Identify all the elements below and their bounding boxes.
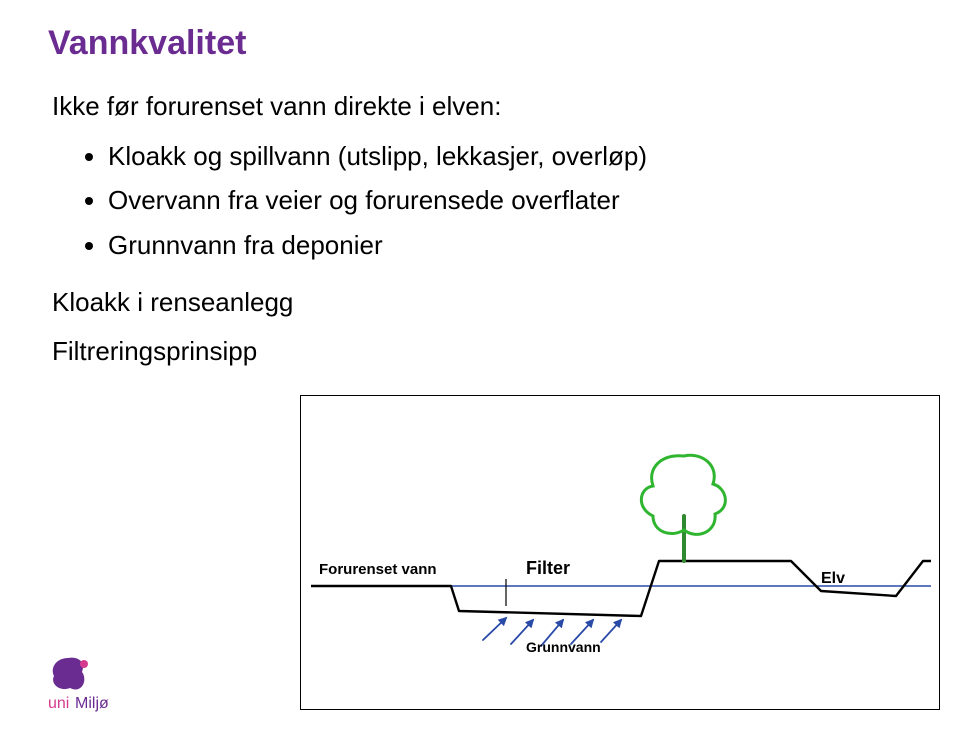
- slide: Vannkvalitet Ikke før forurenset vann di…: [0, 0, 960, 744]
- list-item: Grunnvann fra deponier: [108, 225, 912, 265]
- body-text: Filtreringsprinsipp: [52, 336, 912, 367]
- svg-text:Forurenset vann: Forurenset vann: [319, 561, 437, 578]
- body-text: Kloakk i renseanlegg: [52, 287, 912, 318]
- svg-text:uni: uni: [48, 695, 69, 712]
- svg-text:Elv: Elv: [821, 570, 845, 587]
- subtitle: Ikke før forurenset vann direkte i elven…: [52, 91, 912, 122]
- list-item: Kloakk og spillvann (utslipp, lekkasjer,…: [108, 136, 912, 176]
- list-item: Overvann fra veier og forurensede overfl…: [108, 180, 912, 220]
- logo: uni Miljø: [48, 654, 138, 714]
- slide-title: Vannkvalitet: [48, 24, 912, 63]
- diagram: Forurenset vann Filter Elv Grunnvann: [300, 395, 940, 710]
- svg-text:Filter: Filter: [526, 558, 570, 578]
- logo-svg: uni Miljø: [48, 654, 138, 714]
- diagram-svg: Forurenset vann Filter Elv Grunnvann: [301, 396, 939, 709]
- svg-text:Miljø: Miljø: [75, 695, 109, 712]
- bullet-list: Kloakk og spillvann (utslipp, lekkasjer,…: [48, 136, 912, 265]
- svg-text:Grunnvann: Grunnvann: [526, 639, 601, 655]
